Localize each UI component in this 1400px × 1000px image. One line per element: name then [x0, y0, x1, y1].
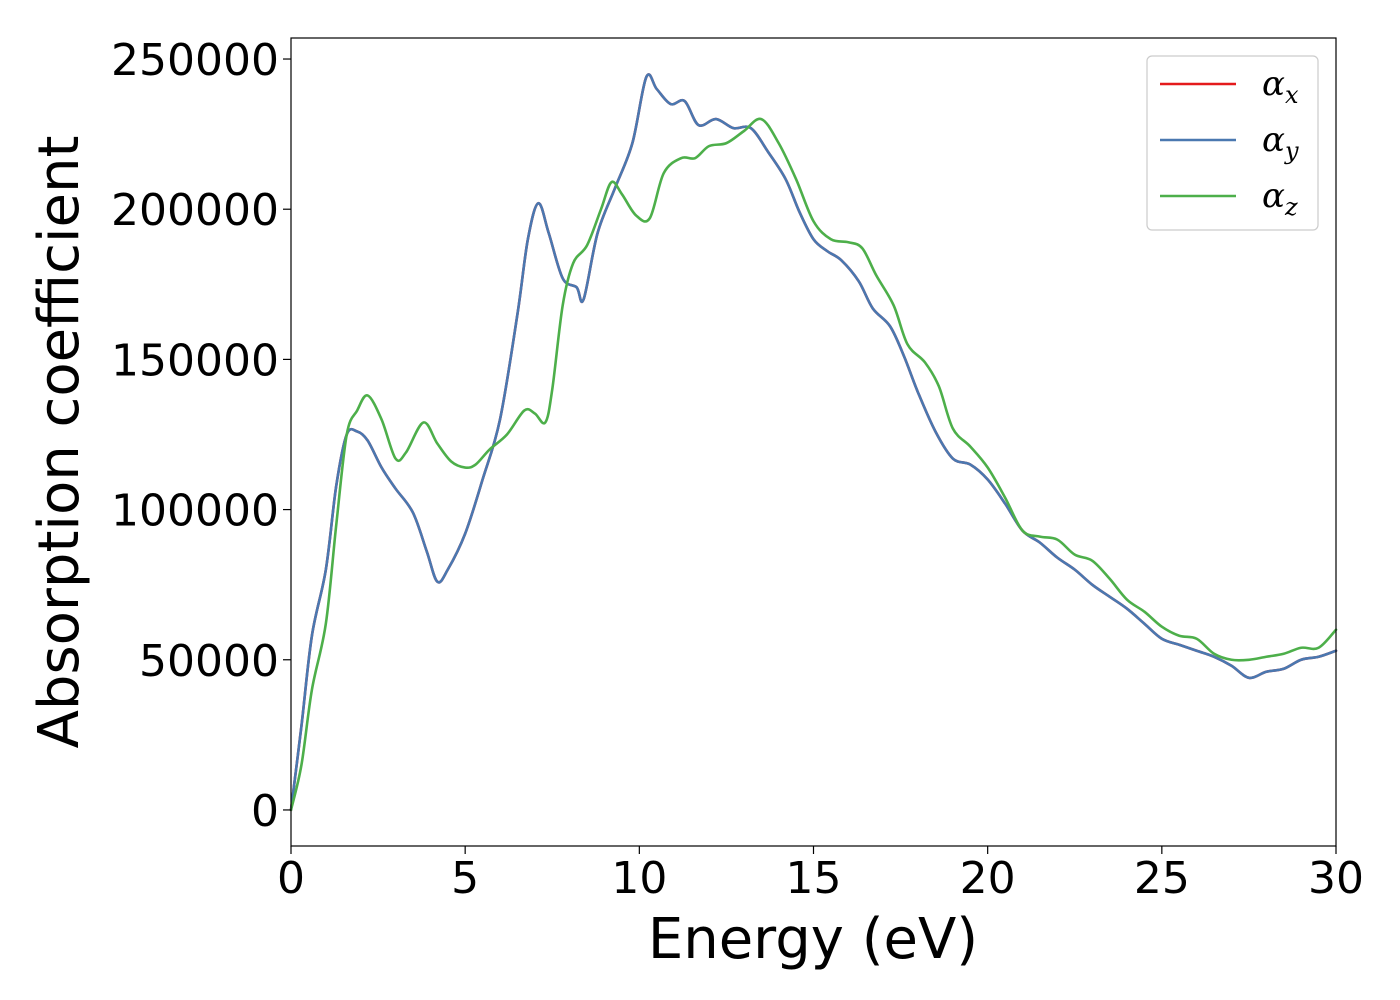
y-axis-title: Absorption coefficient [27, 136, 92, 749]
series-line-z [289, 117, 1338, 812]
x-tick-label: 15 [786, 853, 842, 904]
legend-label-x: αx [1262, 64, 1299, 109]
x-tick-label: 25 [1134, 853, 1190, 904]
x-tick-label: 10 [611, 853, 667, 904]
legend-label-subscript: y [1284, 137, 1299, 165]
x-tick-label: 5 [451, 853, 479, 904]
y-tick-label: 100000 [111, 486, 279, 537]
x-axis-ticks: 0 5 10 15 20 25 30 [277, 846, 1364, 904]
legend-label-base: α [1262, 176, 1285, 216]
y-tick-label: 200000 [111, 185, 279, 236]
y-tick-label: 150000 [111, 335, 279, 386]
legend-label-y: αy [1262, 120, 1299, 165]
series-layer [289, 73, 1338, 812]
legend-label-z: αz [1262, 176, 1298, 221]
y-tick-label: 0 [251, 786, 279, 837]
legend-box [1146, 55, 1319, 231]
x-axis-title: Energy (eV) [648, 907, 978, 972]
legend-label-subscript: x [1285, 81, 1299, 109]
x-tick-label: 20 [960, 853, 1016, 904]
x-tick-label: 0 [277, 853, 305, 904]
y-tick-label: 50000 [139, 636, 279, 687]
legend-label-base: α [1262, 64, 1285, 104]
legend-label-subscript: z [1284, 193, 1298, 221]
y-axis-ticks: 0 50000 100000 150000 200000 250000 [111, 35, 291, 837]
x-tick-label: 30 [1308, 853, 1364, 904]
y-tick-label: 250000 [111, 35, 279, 86]
legend-label-base: α [1262, 120, 1285, 160]
